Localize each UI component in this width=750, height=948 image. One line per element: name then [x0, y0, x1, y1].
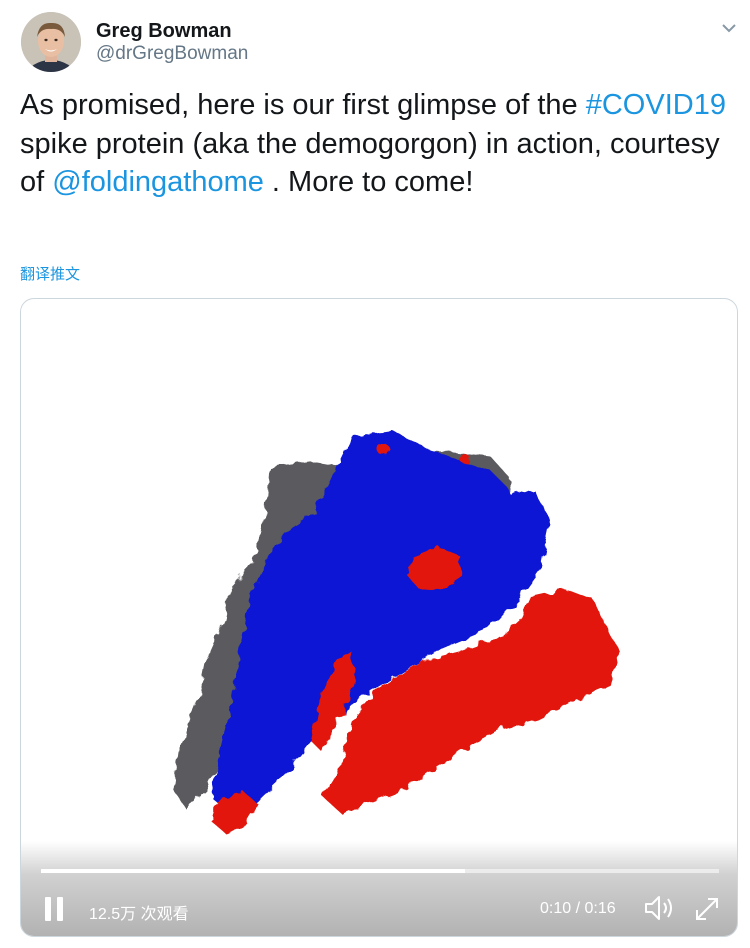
user-handle[interactable]: @drGregBowman: [96, 43, 249, 64]
video-progress-fill: [41, 869, 465, 873]
pause-icon[interactable]: [41, 895, 67, 923]
protein-blue-region: [211, 431, 551, 814]
protein-red-spot-center: [407, 547, 463, 591]
hashtag-link[interactable]: #COVID19: [585, 89, 726, 121]
avatar[interactable]: [21, 12, 81, 72]
protein-red-region-left: [311, 651, 355, 751]
tweet-text-part-3: . More to come!: [263, 166, 474, 198]
view-count: 12.5万 次观看: [89, 906, 189, 923]
pause-bar-right: [57, 897, 63, 921]
mention-link[interactable]: @foldingathome: [52, 166, 264, 198]
tweet-text: As promised, here is our first glimpse o…: [20, 86, 732, 202]
avatar-image: [21, 12, 81, 72]
video-player[interactable]: 12.5万 次观看 0:10 / 0:16: [20, 298, 738, 937]
protein-video-frame: [173, 431, 619, 833]
tweet-text-part-2: spike protein (aka the demogorgon) in ac…: [20, 127, 720, 199]
protein-structure: [173, 431, 619, 833]
protein-red-dot-top-right: [460, 454, 470, 464]
chevron-down-icon[interactable]: [718, 20, 740, 36]
video-progress-bar[interactable]: [41, 869, 719, 873]
video-time: 0:10 / 0:16: [540, 900, 616, 917]
fullscreen-icon[interactable]: [693, 895, 721, 923]
user-name[interactable]: Greg Bowman: [96, 20, 232, 42]
pause-bar-left: [45, 897, 51, 921]
video-controls-overlay: [21, 841, 737, 936]
protein-red-region-right: [323, 589, 619, 815]
translate-tweet-link[interactable]: 翻译推文: [20, 266, 81, 283]
protein-red-dot-top: [377, 443, 389, 455]
tweet-text-part-1: As promised, here is our first glimpse o…: [20, 89, 586, 121]
volume-icon[interactable]: [643, 893, 677, 923]
protein-red-spot-bottom: [211, 791, 259, 833]
